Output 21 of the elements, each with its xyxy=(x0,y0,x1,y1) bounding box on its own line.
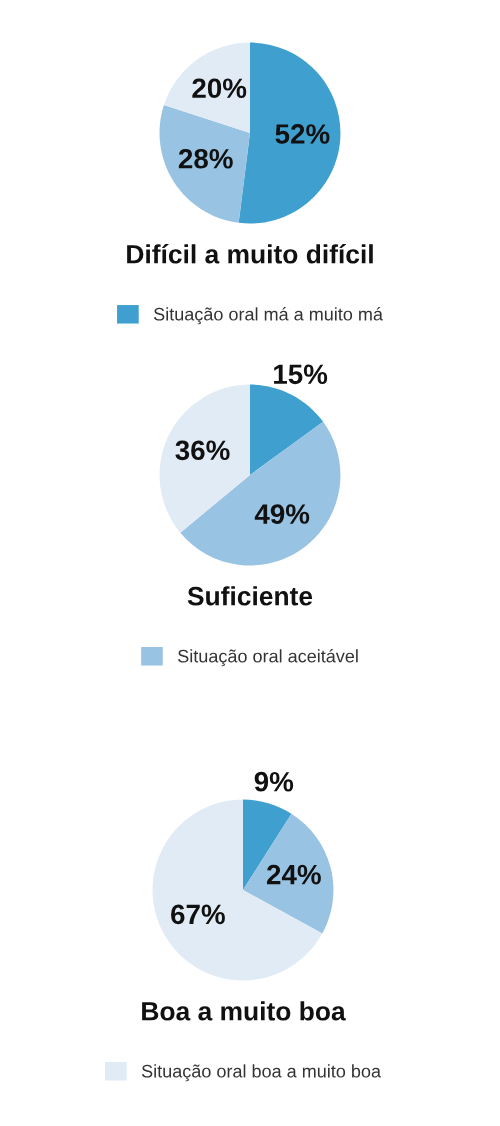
legend-label: Situação oral má a muito má xyxy=(153,307,383,325)
data-label: 9% xyxy=(254,771,294,792)
pie-slice xyxy=(159,384,250,533)
pie-slice xyxy=(250,384,324,475)
legend-label: Situação oral boa a muito boa xyxy=(141,1064,382,1082)
text: Boa a muito boa xyxy=(142,1001,346,1021)
text: Suficiente xyxy=(187,586,313,606)
data-label: 24% xyxy=(266,864,321,885)
data-label: 52% xyxy=(275,124,330,144)
pie-slice xyxy=(163,42,250,134)
data-label: 67% xyxy=(171,904,225,925)
pie-slice xyxy=(152,799,323,981)
text: Difícil a muito difícil xyxy=(127,243,373,264)
data-label: 28% xyxy=(178,148,233,169)
data-label: 36% xyxy=(175,440,230,461)
legend-label: Situação oral aceitável xyxy=(178,649,358,667)
pie-slice xyxy=(159,105,250,223)
data-label: 20% xyxy=(192,78,247,99)
pie-slice xyxy=(243,813,334,934)
data-label: 49% xyxy=(254,504,310,524)
data-label: 15% xyxy=(274,364,328,385)
